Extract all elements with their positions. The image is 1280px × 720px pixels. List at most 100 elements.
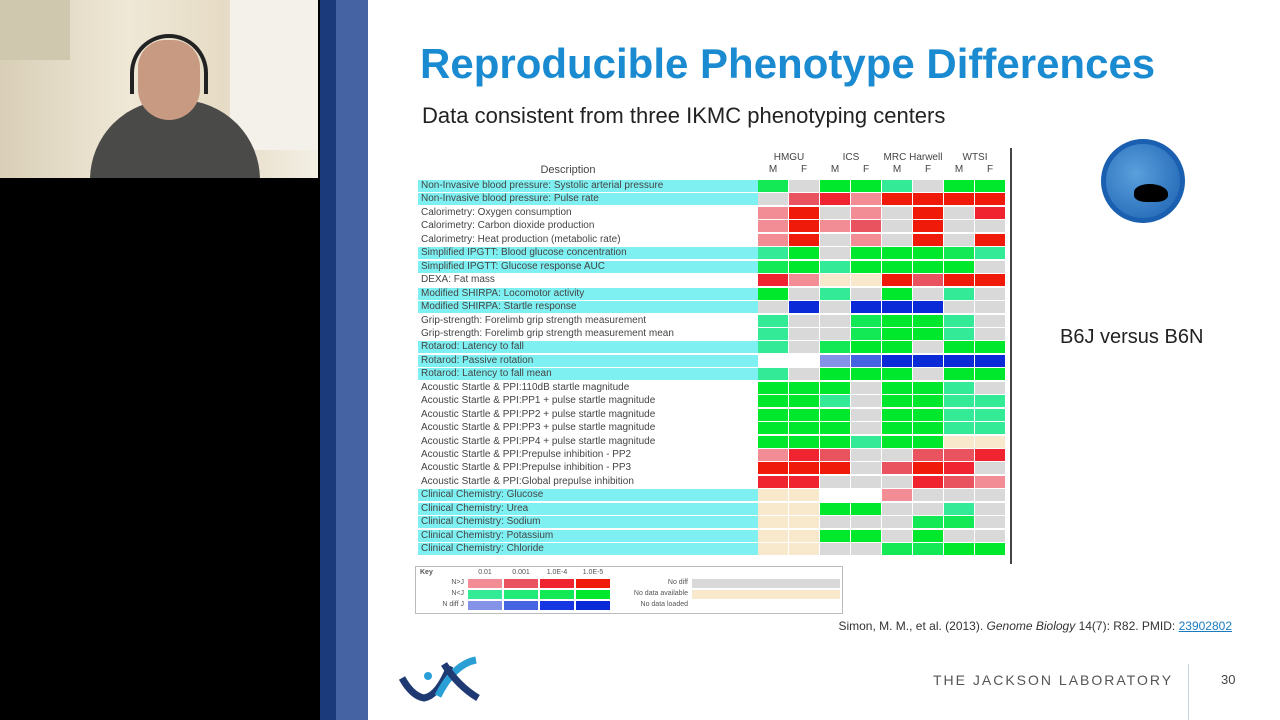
heatmap-cell bbox=[975, 395, 1005, 408]
heatmap-cell bbox=[913, 220, 943, 233]
row-label: Acoustic Startle & PPI:PP1 + pulse start… bbox=[421, 395, 656, 407]
heatmap-cell bbox=[882, 516, 912, 529]
heatmap-cell bbox=[851, 247, 881, 260]
heatmap-cell bbox=[882, 408, 912, 421]
heatmap-cell bbox=[882, 368, 912, 381]
heatmap-cell bbox=[820, 475, 850, 488]
row-label: Clinical Chemistry: Urea bbox=[418, 502, 758, 515]
heatmap-cell bbox=[820, 260, 850, 273]
heatmap-cell bbox=[975, 341, 1005, 354]
heatmap-cell bbox=[758, 462, 788, 475]
heatmap-cell bbox=[913, 381, 943, 394]
heatmap-cell bbox=[789, 193, 819, 206]
key-swatch bbox=[576, 579, 610, 588]
heatmap-cell bbox=[913, 260, 943, 273]
sex-column-label: M bbox=[768, 164, 778, 175]
heatmap-cell bbox=[975, 435, 1005, 448]
heatmap-cell bbox=[944, 449, 974, 461]
heatmap-cell bbox=[882, 206, 912, 219]
heatmap-cell bbox=[851, 287, 881, 300]
heatmap-cell bbox=[975, 368, 1005, 381]
heatmap-cell bbox=[975, 327, 1005, 340]
center-label: HMGU bbox=[773, 152, 805, 163]
center-label: ICS bbox=[842, 152, 860, 163]
heatmap-cell bbox=[975, 489, 1005, 502]
heatmap-cell bbox=[944, 314, 974, 327]
pmid-link[interactable]: 23902802 bbox=[1178, 619, 1232, 633]
heatmap-cell bbox=[758, 502, 788, 515]
heatmap-cell bbox=[758, 274, 788, 287]
heatmap-cell bbox=[789, 354, 819, 367]
heatmap-cell bbox=[882, 220, 912, 233]
heatmap-cell bbox=[851, 475, 881, 488]
heatmap-cell bbox=[789, 274, 819, 287]
heatmap-cell bbox=[789, 462, 819, 475]
row-label: Modified SHIRPA: Startle response bbox=[418, 301, 758, 314]
key-pvalue: 0.01 bbox=[478, 569, 492, 576]
heatmap-cell bbox=[820, 206, 850, 219]
heatmap-cell bbox=[758, 327, 788, 340]
heatmap-cell bbox=[851, 543, 881, 556]
heatmap-cell bbox=[758, 381, 788, 394]
heatmap-cell bbox=[758, 529, 788, 542]
heatmap-cell bbox=[913, 247, 943, 260]
heatmap-cell bbox=[882, 543, 912, 556]
heatmap-cell bbox=[851, 381, 881, 394]
heatmap-cell bbox=[944, 381, 974, 394]
heatmap-cell bbox=[913, 327, 943, 340]
globe-mouse-logo bbox=[1101, 139, 1185, 223]
heatmap-cell bbox=[851, 502, 881, 515]
key-swatch bbox=[576, 601, 610, 610]
key-status-swatch bbox=[692, 590, 840, 599]
heatmap-cell bbox=[758, 260, 788, 273]
key-status-label: No data available bbox=[633, 590, 688, 597]
heatmap-cell bbox=[820, 341, 850, 354]
heatmap-cell bbox=[758, 475, 788, 488]
row-label: Rotarod: Latency to fall mean bbox=[418, 368, 758, 381]
heatmap-cell bbox=[851, 301, 881, 314]
heatmap-cell bbox=[882, 180, 912, 192]
heatmap-cell bbox=[789, 449, 819, 461]
heatmap-cell bbox=[913, 475, 943, 488]
heatmap-cell bbox=[851, 314, 881, 327]
heatmap-cell bbox=[851, 354, 881, 367]
sidebar-blue-bar bbox=[336, 0, 368, 720]
row-label: Acoustic Startle & PPI:Prepulse inhibiti… bbox=[421, 462, 632, 474]
citation-journal: Genome Biology bbox=[986, 619, 1076, 633]
heatmap-cell bbox=[851, 395, 881, 408]
heatmap-cell bbox=[975, 233, 1005, 246]
slide-title: Reproducible Phenotype Differences bbox=[420, 40, 1156, 87]
heatmap-cell bbox=[913, 193, 943, 206]
heatmap-cell bbox=[758, 206, 788, 219]
citation-authors: Simon, M. M., et al. (2013). bbox=[838, 619, 987, 633]
heatmap-cell bbox=[913, 206, 943, 219]
heatmap-cell bbox=[913, 301, 943, 314]
row-label: Acoustic Startle & PPI:PP4 + pulse start… bbox=[421, 435, 656, 447]
heatmap-cell bbox=[758, 368, 788, 381]
heatmap-cell bbox=[882, 462, 912, 475]
heatmap-cell bbox=[913, 395, 943, 408]
sex-column-label: M bbox=[892, 164, 902, 175]
row-label: Calorimetry: Carbon dioxide production bbox=[421, 220, 595, 232]
row-label: Clinical Chemistry: Chloride bbox=[418, 543, 758, 556]
row-label: Acoustic Startle & PPI:Global prepulse i… bbox=[421, 475, 634, 487]
heatmap-cell bbox=[820, 233, 850, 246]
heatmap-cell bbox=[820, 395, 850, 408]
heatmap-cell bbox=[851, 180, 881, 192]
heatmap-cell bbox=[758, 395, 788, 408]
heatmap-cell bbox=[789, 435, 819, 448]
heatmap-cell bbox=[820, 274, 850, 287]
heatmap-cell bbox=[944, 327, 974, 340]
heatmap-cell bbox=[758, 233, 788, 246]
key-title: Key bbox=[420, 569, 433, 576]
row-label: Rotarod: Passive rotation bbox=[418, 354, 758, 367]
heatmap-cell bbox=[820, 354, 850, 367]
heatmap-cell bbox=[789, 260, 819, 273]
comparison-label: B6J versus B6N bbox=[1060, 326, 1204, 348]
heatmap-cell bbox=[975, 287, 1005, 300]
row-label: DEXA: Fat mass bbox=[421, 274, 495, 286]
heatmap-cell bbox=[758, 247, 788, 260]
sex-column-label: F bbox=[862, 164, 870, 175]
heatmap-cell bbox=[789, 516, 819, 529]
heatmap-cell bbox=[913, 529, 943, 542]
